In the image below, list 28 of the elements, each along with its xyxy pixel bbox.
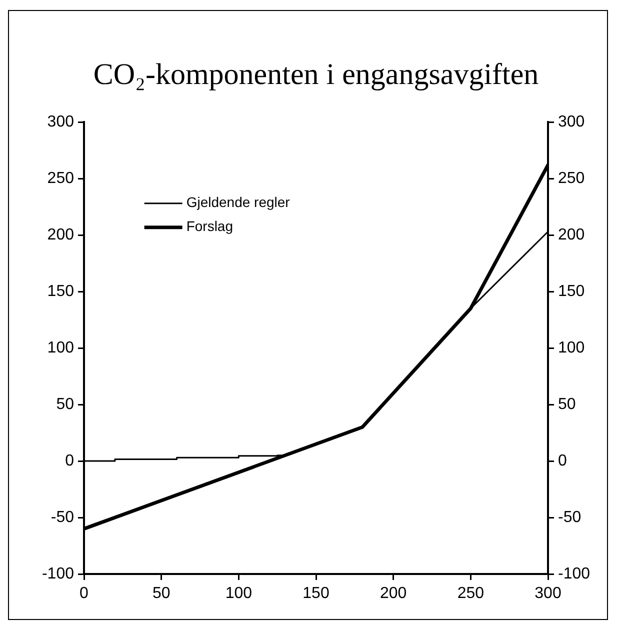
y-tick-label: 300 (47, 113, 74, 130)
x-tick-label: 250 (457, 585, 484, 602)
x-tick-label: 300 (534, 585, 562, 602)
y-tick-label: 100 (47, 339, 74, 356)
legend-label: Forslag (186, 218, 234, 234)
x-tick-label: 150 (302, 585, 330, 602)
x-tick-label: 50 (152, 585, 170, 602)
chart-title: CO₂-komponenten i engangsavgiften (93, 58, 539, 91)
y-tick-label: 50 (56, 396, 74, 413)
y-tick-label: 0 (65, 452, 74, 470)
y2-tick-label: 300 (558, 113, 585, 130)
y2-tick-label: 0 (558, 452, 567, 470)
y-tick-label: -100 (42, 565, 74, 582)
y2-tick-label: 50 (558, 396, 576, 413)
x-tick-label: 0 (80, 585, 89, 602)
y-tick-label: 200 (47, 226, 74, 244)
y-tick-label: -50 (50, 508, 74, 526)
x-tick-label: 100 (225, 585, 252, 602)
y2-tick-label: 150 (558, 282, 585, 300)
y2-tick-label: 200 (558, 226, 585, 244)
y-tick-label: 150 (47, 282, 74, 300)
y2-tick-label: 100 (558, 339, 585, 356)
y2-tick-label: -100 (558, 565, 590, 582)
y-tick-label: 250 (47, 170, 74, 187)
y2-tick-label: -50 (558, 508, 582, 526)
x-tick-label: 200 (380, 585, 407, 602)
y2-tick-label: 250 (558, 170, 585, 187)
legend-label: Gjeldende regler (186, 194, 290, 210)
